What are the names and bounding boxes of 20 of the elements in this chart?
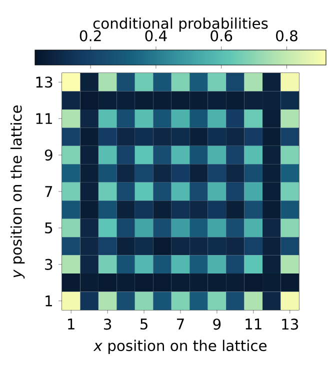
color-bar-label: 0.6 [210,30,232,42]
y-axis-title: y position on the lattice [10,105,25,279]
y-tick-label: 11 [36,113,52,124]
x-tick-label: 3 [104,318,112,330]
y-tick-label: 7 [45,186,52,197]
x-tick-label: 5 [140,318,148,330]
y-tick-label: 5 [45,222,52,234]
color-bar-label: 0.2 [80,30,101,42]
color-bar-label: 0.8 [276,30,298,42]
color-bar-label: 0.4 [145,30,167,42]
x-tick-label: 13 [282,318,298,330]
y-tick-label: 13 [36,76,52,88]
x-tick-label: 11 [246,318,262,330]
x-tick-label: 9 [213,318,221,330]
x-tick-label: 7 [177,318,184,330]
x-tick-label: 1 [68,318,74,330]
y-tick-label: 9 [44,150,52,161]
y-tick-label: 1 [46,296,52,306]
y-tick-label: 3 [45,258,52,270]
x-axis-title: x position on the lattice [93,340,267,354]
